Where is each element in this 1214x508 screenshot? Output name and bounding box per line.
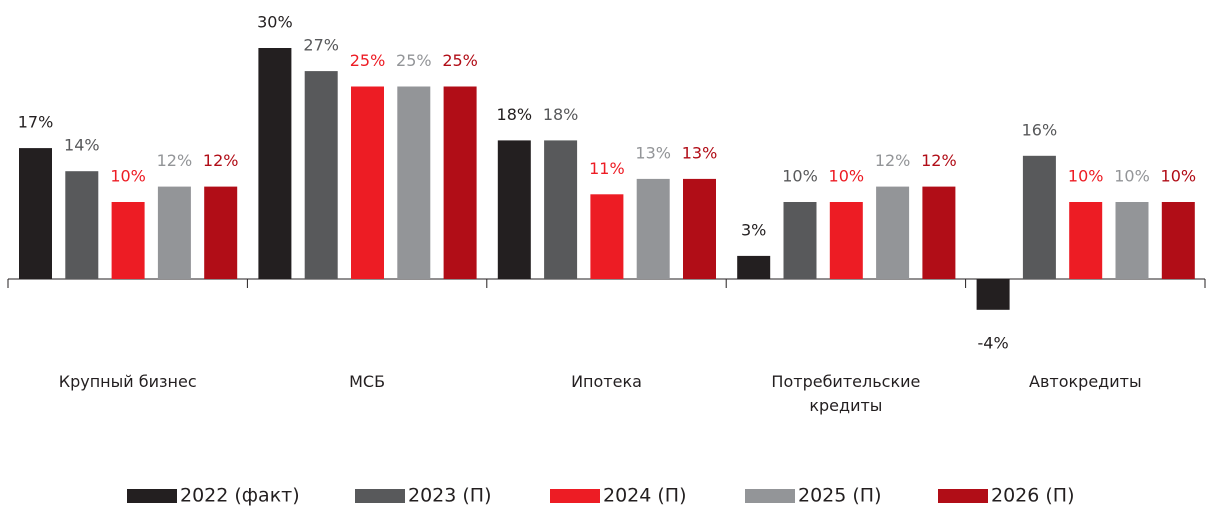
value-label: 13% (682, 143, 718, 162)
legend-label: 2026 (П) (991, 485, 1075, 507)
value-label: 12% (875, 151, 911, 170)
x-tick-label: Ипотека (571, 372, 642, 391)
value-label: 18% (543, 105, 579, 124)
bar (876, 186, 910, 279)
bar (397, 86, 431, 279)
legend-swatch (355, 489, 405, 503)
bar (683, 178, 716, 279)
x-tick-label: Крупный бизнес (58, 372, 197, 391)
bar (304, 71, 338, 279)
value-label: 25% (442, 51, 478, 70)
bar (922, 186, 956, 279)
value-label: 27% (303, 36, 339, 55)
value-label: 10% (1114, 167, 1150, 186)
bar (636, 178, 670, 279)
bar (204, 186, 238, 279)
value-label: 14% (64, 136, 100, 155)
value-label: 12% (921, 151, 957, 170)
value-label: 25% (350, 51, 386, 70)
value-label: 12% (157, 151, 193, 170)
x-tick-label: Автокредиты (1029, 372, 1142, 391)
bar (737, 255, 771, 279)
bar (65, 171, 99, 279)
value-label: 10% (110, 167, 146, 186)
bar (258, 48, 292, 279)
x-tick-label: Потребительские кредиты (771, 372, 921, 415)
bar (783, 202, 817, 279)
legend-label: 2023 (П) (408, 485, 492, 507)
legend-label: 2022 (факт) (180, 485, 300, 507)
bar (590, 194, 624, 279)
legend-swatch (938, 489, 988, 503)
value-label: 10% (829, 167, 865, 186)
value-label: 25% (396, 51, 432, 70)
legend-label: 2024 (П) (603, 485, 687, 507)
value-label: 11% (589, 159, 625, 178)
value-label: 13% (635, 143, 671, 162)
bar (157, 186, 191, 279)
value-label: 10% (1161, 167, 1197, 186)
bar (1022, 155, 1056, 279)
bar (1115, 202, 1149, 279)
value-label: 30% (257, 13, 293, 32)
bar (1069, 202, 1103, 279)
value-label: 10% (1068, 167, 1104, 186)
bar (497, 140, 531, 279)
value-label: 3% (741, 220, 766, 239)
bar (111, 202, 145, 279)
value-label: -4% (978, 333, 1009, 352)
bar (1161, 202, 1195, 279)
value-label: 10% (782, 167, 818, 186)
value-label: 17% (18, 113, 54, 132)
value-label: 16% (1022, 120, 1058, 139)
bar (443, 86, 477, 279)
legend-label: 2025 (П) (798, 485, 882, 507)
legend-swatch (127, 489, 177, 503)
x-tick-label: МСБ (349, 372, 386, 391)
value-label: 12% (203, 151, 239, 170)
bar (976, 279, 1010, 310)
bar (829, 202, 863, 279)
bar (351, 86, 384, 279)
value-label: 18% (497, 105, 533, 124)
legend-swatch (745, 489, 795, 503)
legend-swatch (550, 489, 600, 503)
bar (19, 148, 52, 279)
bar (544, 140, 578, 279)
